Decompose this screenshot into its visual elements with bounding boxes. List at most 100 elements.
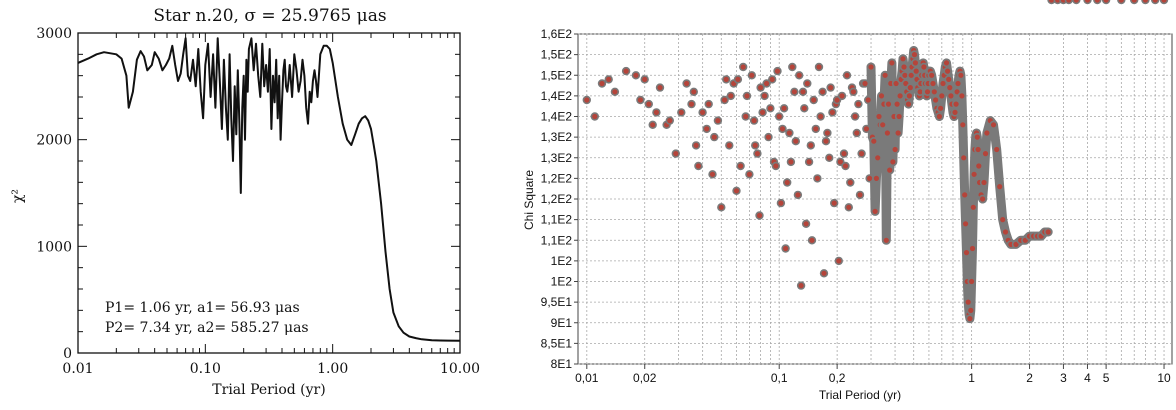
scatter-point: [883, 128, 892, 138]
scatter-point: [747, 71, 756, 80]
scatter-point: [965, 314, 975, 323]
scatter-point: [786, 157, 796, 167]
scatter-point: [937, 91, 946, 101]
scatter-point: [911, 58, 920, 68]
right-y-tick-label: 1,5E2: [541, 48, 573, 62]
scatter-point: [882, 236, 891, 245]
scatter-point: [652, 108, 661, 117]
left-annotation-p1: P1= 1.06 yr, a1= 56.93 μas: [105, 300, 300, 316]
scatter-point: [973, 132, 982, 142]
scatter-point: [781, 244, 790, 253]
right-scatter-points: [582, 0, 1169, 323]
scatter-point: [800, 104, 809, 113]
scatter-point: [874, 112, 884, 121]
scatter-point: [906, 83, 915, 92]
scatter-point: [946, 91, 956, 101]
scatter-point: [839, 149, 849, 158]
scatter-point: [968, 244, 977, 253]
scatter-point: [841, 161, 850, 171]
scatter-point: [945, 83, 954, 92]
scatter-point: [866, 62, 876, 72]
scatter-point: [910, 50, 919, 59]
scatter-point: [905, 91, 914, 101]
scatter-point: [959, 153, 968, 163]
scatter-point: [713, 116, 723, 125]
left-y-tick-label: 0: [63, 346, 72, 362]
scatter-point: [742, 91, 752, 101]
scatter-point: [807, 236, 817, 245]
scatter-point: [732, 186, 741, 196]
scatter-point: [967, 277, 976, 286]
scatter-point: [708, 170, 717, 179]
right-x-tick-label: 2: [1026, 371, 1033, 385]
scatter-point: [872, 174, 881, 183]
scatter-point: [951, 99, 961, 109]
scatter-point: [862, 124, 871, 134]
scatter-point: [760, 91, 769, 101]
left-y-tick-label: 3000: [36, 26, 72, 42]
scatter-point: [785, 128, 794, 138]
scatter-point: [973, 145, 983, 154]
scatter-point: [898, 54, 908, 63]
scatter-point: [962, 248, 971, 257]
scatter-point: [869, 137, 878, 146]
right-x-axis-label: Trial Period (yr): [819, 388, 901, 402]
right-chart: 0,01 0,02 0,1 0,2 1 2 3 4 5 10 8E1 8,5E1 9E1 9,5E1 1E…: [522, 0, 1173, 402]
scatter-point: [762, 79, 771, 88]
scatter-point: [758, 108, 767, 117]
scatter-point: [1083, 0, 1092, 5]
left-chart: Star n.20, σ = 25.9765 μas 0.01 0.10 1.00 1…: [10, 6, 480, 398]
scatter-point: [865, 174, 874, 183]
scatter-point: [978, 194, 987, 204]
scatter-point: [961, 219, 970, 229]
scatter-point: [884, 99, 893, 109]
scatter-point: [771, 161, 780, 171]
scatter-point: [726, 91, 735, 101]
scatter-point: [895, 91, 905, 101]
scatter-point: [850, 112, 860, 121]
scatter-point: [790, 87, 799, 97]
scatter-point: [631, 71, 641, 80]
scatter-point: [1141, 0, 1150, 5]
right-y-tick-label: 1,2E2: [541, 192, 573, 206]
right-y-tick-label: 1,2E2: [541, 171, 573, 185]
scatter-point: [904, 99, 913, 109]
scatter-point: [749, 116, 759, 125]
scatter-point: [788, 62, 797, 72]
scatter-point: [974, 161, 983, 171]
scatter-point: [979, 178, 989, 187]
scatter-point: [767, 75, 777, 84]
scatter-point: [887, 58, 897, 68]
scatter-point: [774, 112, 784, 121]
scatter-point: [776, 198, 786, 208]
scatter-point: [956, 71, 966, 80]
scatter-point: [764, 132, 773, 142]
left-x-tick-label: 1.00: [317, 361, 348, 377]
scatter-point: [704, 99, 713, 109]
scatter-point: [888, 157, 898, 167]
right-y-tick-label: 1,4E2: [541, 89, 573, 103]
scatter-point: [877, 91, 886, 101]
scatter-point: [944, 75, 953, 84]
scatter-point: [911, 66, 921, 76]
right-x-ticks: 0,01 0,02 0,1 0,2 1 2 3 4 5 10: [575, 364, 1171, 385]
right-x-tick-label: 3: [1060, 371, 1067, 385]
scatter-point: [689, 87, 698, 97]
scatter-point: [989, 120, 998, 130]
scatter-point: [834, 256, 843, 266]
scatter-point: [597, 79, 607, 88]
scatter-point: [809, 95, 818, 105]
scatter-point: [966, 306, 975, 315]
right-x-tick-label: 10: [1157, 371, 1171, 385]
scatter-point: [816, 112, 825, 121]
scatter-point: [803, 79, 812, 88]
right-x-tick-label: 1: [968, 371, 975, 385]
scatter-point: [982, 128, 992, 138]
scatter-point: [1064, 0, 1073, 5]
scatter-point: [1072, 0, 1081, 5]
scatter-point: [963, 297, 973, 307]
left-y-axis-label: χ²: [10, 189, 26, 203]
scatter-point: [1151, 0, 1160, 5]
scatter-point: [720, 95, 729, 105]
